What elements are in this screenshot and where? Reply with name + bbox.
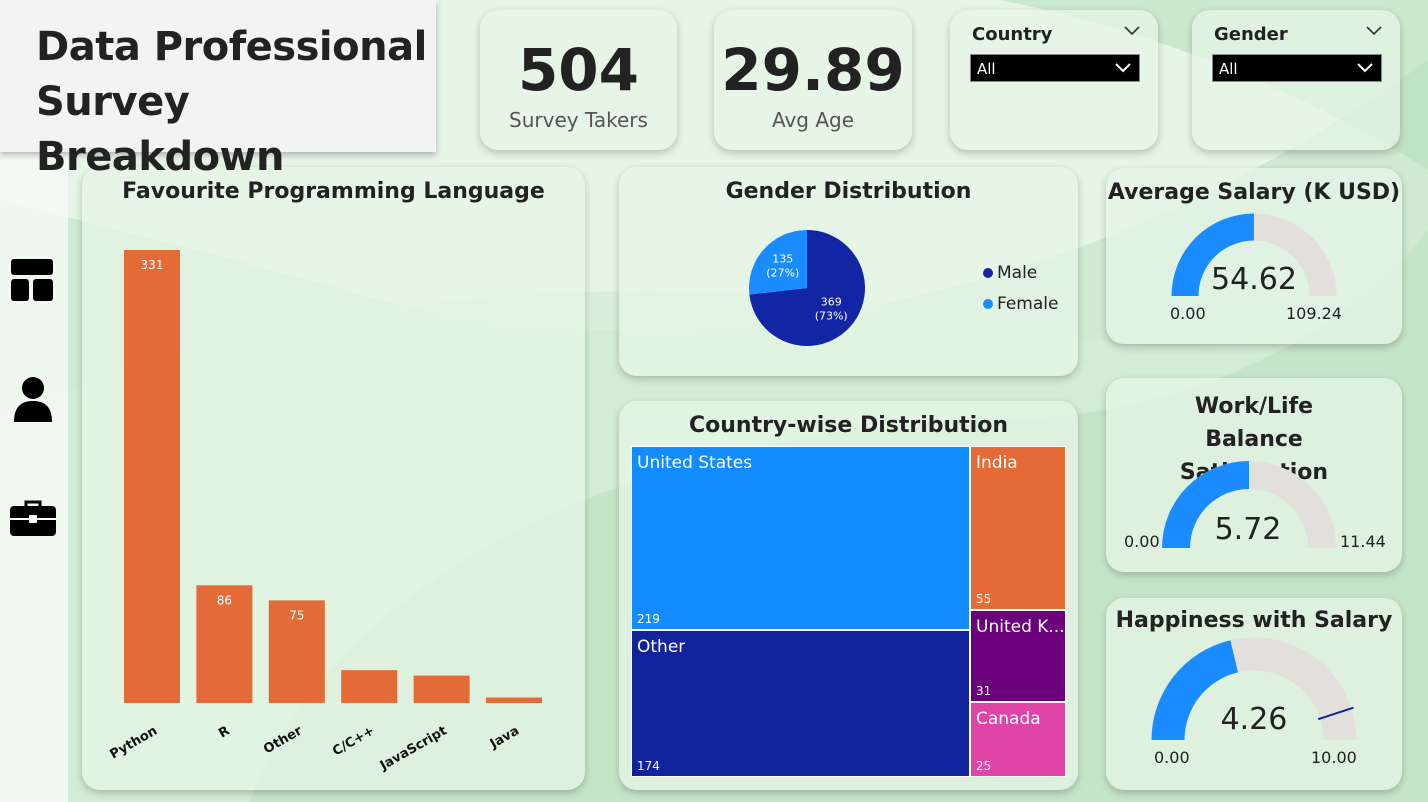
x-tick-label: R [216,723,232,741]
legend-marker [983,268,993,278]
treemap-value: 31 [976,684,992,698]
language-chart-card: Favourite Programming Language 331 Python… [82,167,585,790]
treemap-cell-india[interactable]: India 55 [970,446,1066,610]
gauge-salary [1171,213,1337,296]
gauge-min-label: 0.00 [1170,304,1206,323]
pie-chart: 369 (73%) 135 (27%) [749,230,865,346]
kpi-label: Survey Takers [509,108,648,132]
gauge-card-happiness: Happiness with Salary 4.26 0.00 10.00 [1106,598,1402,790]
treemap-label: India [976,453,1018,473]
country-dropdown[interactable]: All [970,54,1140,82]
country-chart-card: Country-wise Distribution United States … [619,401,1078,790]
gauge-fill [1171,213,1254,296]
gauge-value: 4.26 [1220,702,1288,737]
bar-chart: 331 Python 86 R 75 Other C/C++ JavaScript Java [108,250,542,774]
gauge-title: Happiness with Salary [1115,608,1393,633]
treemap-label: Canada [976,709,1041,729]
gender-dropdown[interactable]: All [1212,54,1382,82]
dashboard-icon[interactable] [8,256,58,306]
pie-data-label: 135 (27%) [766,252,799,279]
gauge-max-label: 11.44 [1340,532,1386,551]
legend-item-male[interactable]: Male [983,263,1037,283]
gauge-title: Average Salary (K USD) [1107,180,1401,205]
dropdown-value: All [977,60,996,78]
bar-data-label: 86 [217,593,232,607]
chart-title: Favourite Programming Language [122,179,545,204]
gauge-card-salary: Average Salary (K USD) 54.62 0.00 109.24 [1106,168,1402,344]
bar-python[interactable] [124,250,180,703]
x-tick-label: Java [487,723,522,752]
user-icon[interactable] [8,374,58,424]
kpi-survey-takers: 504 Survey Takers [480,10,677,150]
legend-marker [983,299,993,309]
slicer-label: Gender [1214,24,1288,45]
slicer-label: Country [972,24,1053,45]
kpi-value: 504 [517,36,640,104]
treemap-label: Other [637,637,686,657]
bar-other[interactable] [268,600,325,703]
x-tick-label: C/C++ [330,723,377,759]
treemap-value: 174 [637,759,660,773]
kpi-value: 29.89 [721,36,905,104]
bar-data-label: 331 [141,258,164,272]
treemap-cell-united-kingdom[interactable]: United K... 31 [970,610,1066,702]
chevron-down-icon[interactable] [1366,26,1382,36]
gauge-min-label: 0.00 [1154,748,1190,767]
chart-title: Country-wise Distribution [688,413,1008,438]
x-tick-label: JavaScript [377,723,450,774]
gauge-target-marker [1317,706,1354,721]
country-slicer: Country All [950,10,1158,150]
header: Data Professional Survey Breakdown [0,0,436,180]
gauge-value: 54.62 [1211,262,1297,297]
gauge-value: 5.72 [1214,512,1282,547]
treemap-cell-united-states[interactable]: United States 219 [631,446,970,630]
gauge-happiness [1151,637,1357,740]
treemap-label: United K... [976,617,1064,637]
x-tick-label: Python [108,723,160,762]
x-tick-label: Other [261,723,305,757]
bar-data-label: 75 [289,608,304,622]
bar-java[interactable] [486,697,542,703]
treemap-value: 25 [976,759,992,773]
gauge-fill [1162,461,1249,548]
pie-slice-female[interactable] [749,230,807,295]
legend-label: Male [997,263,1038,283]
kpi-avg-age: 29.89 Avg Age [714,10,912,150]
chevron-down-icon [1115,63,1131,73]
dropdown-value: All [1219,60,1238,78]
pie-data-label: 369 (73%) [815,296,848,323]
gauge-min-label: 0.00 [1124,532,1160,551]
chart-title: Gender Distribution [725,179,972,204]
treemap-value: 55 [976,592,992,606]
treemap-value: 219 [637,612,660,626]
briefcase-icon[interactable] [8,494,58,544]
treemap-cell-canada[interactable]: Canada 25 [970,702,1066,777]
gauge-max-label: 10.00 [1311,748,1357,767]
sidebar [0,152,68,802]
bar-javascript[interactable] [413,675,470,703]
bar-c-c-[interactable] [341,670,398,703]
pie-slice-male[interactable] [749,230,865,346]
legend-label: Female [997,294,1059,314]
gauge-max-label: 109.24 [1286,304,1342,323]
treemap-cell-other[interactable]: Other 174 [631,630,970,777]
chevron-down-icon [1357,63,1373,73]
gauge-fill [1151,640,1238,740]
gender-slicer: Gender All [1192,10,1400,150]
chevron-down-icon[interactable] [1124,26,1140,36]
legend-item-female[interactable]: Female [983,294,1058,314]
gender-chart-card: Gender Distribution 369 (73%) 135 (27%) Mal… [619,167,1078,376]
bar-r[interactable] [196,585,253,703]
kpi-label: Avg Age [771,108,855,132]
gauge-worklife [1162,461,1336,548]
treemap-label: United States [637,453,753,473]
page-title: Data Professional Survey Breakdown [36,24,427,180]
gauge-card-worklife: Work/Life Balance Satisfaction 5.72 0.00… [1106,378,1402,572]
